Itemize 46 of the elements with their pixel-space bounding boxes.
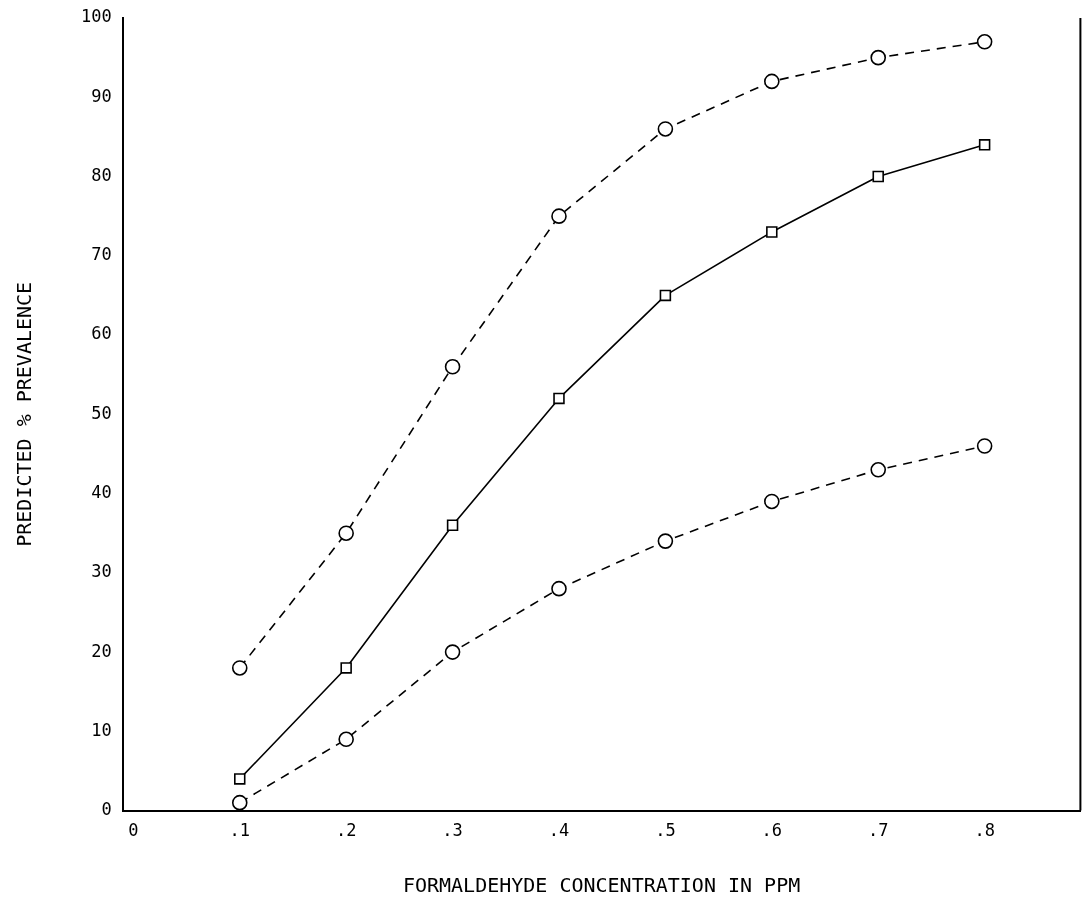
y-axis-title: PREDICTED % PREVALENCE (12, 281, 37, 547)
y-tick-label: 60 (91, 323, 112, 344)
point (976, 33, 993, 50)
point (872, 170, 884, 183)
x-tick-label: .5 (655, 820, 676, 841)
point (340, 662, 352, 674)
point (444, 644, 461, 660)
point (338, 731, 354, 748)
point (338, 525, 354, 541)
point (446, 519, 459, 532)
y-tick-label: 40 (91, 481, 112, 502)
point (444, 358, 461, 375)
x-tick-label: .3 (442, 820, 463, 841)
y-tick-label: 80 (91, 164, 112, 185)
point (764, 73, 780, 90)
x-axis-title: FORMALDEHYDE CONCENTRATION IN PPM (402, 873, 801, 898)
point (870, 49, 887, 66)
point (870, 461, 887, 478)
y-tick-label: 90 (91, 85, 112, 106)
x-tick-label: .7 (867, 820, 889, 841)
y-tick-label: 30 (91, 561, 112, 582)
point (766, 226, 778, 238)
point (231, 794, 248, 811)
y-tick-label: 20 (91, 640, 112, 661)
point (659, 289, 672, 302)
x-tick-label: .8 (974, 820, 995, 841)
point (764, 493, 780, 510)
x-tick-label: .2 (335, 820, 357, 841)
y-tick-label: 10 (91, 719, 112, 740)
point (553, 392, 565, 405)
point (234, 773, 246, 785)
point (551, 208, 567, 224)
y-tick-label: 100 (80, 6, 112, 27)
x-tick-label: 0 (128, 820, 139, 841)
point (231, 660, 248, 676)
y-tick-label: 70 (91, 244, 112, 265)
y-tick-label: 0 (101, 799, 112, 820)
point (657, 533, 674, 549)
point (978, 139, 991, 151)
x-tick-label: .6 (761, 820, 783, 841)
point (976, 438, 993, 454)
point (551, 580, 567, 597)
point (657, 121, 674, 137)
x-tick-label: .1 (229, 820, 250, 841)
x-tick-label: .4 (548, 820, 570, 841)
y-tick-label: 50 (91, 402, 112, 423)
